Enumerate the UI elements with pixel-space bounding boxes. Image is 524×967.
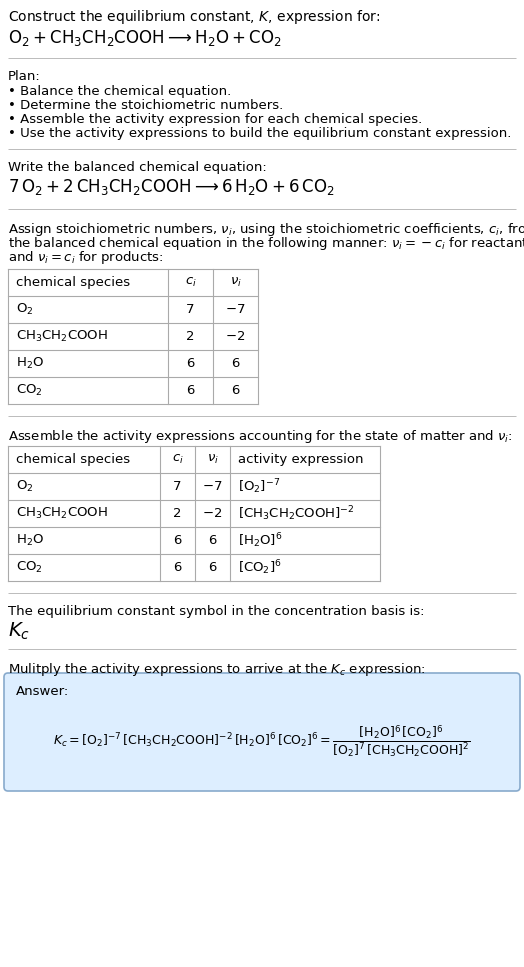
Text: $[\mathrm{CH_3CH_2COOH}]^{-2}$: $[\mathrm{CH_3CH_2COOH}]^{-2}$ bbox=[238, 504, 354, 523]
Text: 6: 6 bbox=[173, 534, 182, 547]
Text: $\nu_i$: $\nu_i$ bbox=[206, 453, 219, 466]
Text: 6: 6 bbox=[231, 357, 239, 370]
Text: 6: 6 bbox=[187, 384, 195, 397]
Text: $\mathrm{CO_2}$: $\mathrm{CO_2}$ bbox=[16, 383, 43, 398]
Text: Plan:: Plan: bbox=[8, 70, 41, 83]
Text: $-7$: $-7$ bbox=[225, 303, 246, 316]
Text: $-7$: $-7$ bbox=[202, 480, 223, 493]
Text: • Assemble the activity expression for each chemical species.: • Assemble the activity expression for e… bbox=[8, 113, 422, 126]
Text: the balanced chemical equation in the following manner: $\nu_i = -c_i$ for react: the balanced chemical equation in the fo… bbox=[8, 235, 524, 252]
Text: chemical species: chemical species bbox=[16, 453, 130, 466]
Text: activity expression: activity expression bbox=[238, 453, 364, 466]
Text: $[\mathrm{O_2}]^{-7}$: $[\mathrm{O_2}]^{-7}$ bbox=[238, 477, 280, 496]
Text: • Determine the stoichiometric numbers.: • Determine the stoichiometric numbers. bbox=[8, 99, 283, 112]
Text: chemical species: chemical species bbox=[16, 276, 130, 289]
Text: $\mathrm{CH_3CH_2COOH}$: $\mathrm{CH_3CH_2COOH}$ bbox=[16, 329, 108, 344]
Text: $c_i$: $c_i$ bbox=[171, 453, 183, 466]
Text: $[\mathrm{CO_2}]^{6}$: $[\mathrm{CO_2}]^{6}$ bbox=[238, 558, 282, 577]
Text: 2: 2 bbox=[173, 507, 182, 520]
Text: $\mathrm{O_2}$: $\mathrm{O_2}$ bbox=[16, 302, 34, 317]
Text: Construct the equilibrium constant, $K$, expression for:: Construct the equilibrium constant, $K$,… bbox=[8, 8, 380, 26]
Text: $\mathrm{H_2O}$: $\mathrm{H_2O}$ bbox=[16, 533, 44, 548]
Text: $K_c$: $K_c$ bbox=[8, 621, 30, 642]
Text: $\mathrm{H_2O}$: $\mathrm{H_2O}$ bbox=[16, 356, 44, 371]
Text: 7: 7 bbox=[186, 303, 195, 316]
Text: Write the balanced chemical equation:: Write the balanced chemical equation: bbox=[8, 161, 267, 174]
Text: • Balance the chemical equation.: • Balance the chemical equation. bbox=[8, 85, 231, 98]
Text: • Use the activity expressions to build the equilibrium constant expression.: • Use the activity expressions to build … bbox=[8, 127, 511, 140]
Text: $7\,\mathrm{O_2} + 2\,\mathrm{CH_3CH_2COOH} \longrightarrow 6\,\mathrm{H_2O} + 6: $7\,\mathrm{O_2} + 2\,\mathrm{CH_3CH_2CO… bbox=[8, 177, 335, 197]
Text: $[\mathrm{H_2O}]^{6}$: $[\mathrm{H_2O}]^{6}$ bbox=[238, 531, 282, 550]
Text: $-2$: $-2$ bbox=[225, 330, 246, 343]
Text: $K_c = [\mathrm{O_2}]^{-7} \, [\mathrm{CH_3CH_2COOH}]^{-2} \, [\mathrm{H_2O}]^{6: $K_c = [\mathrm{O_2}]^{-7} \, [\mathrm{C… bbox=[53, 723, 471, 759]
Text: Assemble the activity expressions accounting for the state of matter and $\nu_i$: Assemble the activity expressions accoun… bbox=[8, 428, 512, 445]
Text: $\nu_i$: $\nu_i$ bbox=[230, 276, 242, 289]
Text: and $\nu_i = c_i$ for products:: and $\nu_i = c_i$ for products: bbox=[8, 249, 163, 266]
Text: Mulitply the activity expressions to arrive at the $K_c$ expression:: Mulitply the activity expressions to arr… bbox=[8, 661, 426, 678]
Text: $\mathrm{CO_2}$: $\mathrm{CO_2}$ bbox=[16, 560, 43, 575]
Text: $c_i$: $c_i$ bbox=[184, 276, 196, 289]
Text: 6: 6 bbox=[231, 384, 239, 397]
Text: 6: 6 bbox=[209, 534, 217, 547]
Text: 6: 6 bbox=[209, 561, 217, 574]
Text: $\mathrm{CH_3CH_2COOH}$: $\mathrm{CH_3CH_2COOH}$ bbox=[16, 506, 108, 521]
Text: 2: 2 bbox=[186, 330, 195, 343]
Text: 6: 6 bbox=[187, 357, 195, 370]
Text: $-2$: $-2$ bbox=[202, 507, 223, 520]
Text: The equilibrium constant symbol in the concentration basis is:: The equilibrium constant symbol in the c… bbox=[8, 605, 424, 618]
Text: 6: 6 bbox=[173, 561, 182, 574]
Text: $\mathrm{O_2}$: $\mathrm{O_2}$ bbox=[16, 479, 34, 494]
FancyBboxPatch shape bbox=[4, 673, 520, 791]
Text: Assign stoichiometric numbers, $\nu_i$, using the stoichiometric coefficients, $: Assign stoichiometric numbers, $\nu_i$, … bbox=[8, 221, 524, 238]
Text: Answer:: Answer: bbox=[16, 685, 69, 698]
Text: 7: 7 bbox=[173, 480, 182, 493]
Text: $\mathrm{O_2 + CH_3CH_2COOH \longrightarrow H_2O + CO_2}$: $\mathrm{O_2 + CH_3CH_2COOH \longrightar… bbox=[8, 28, 282, 48]
